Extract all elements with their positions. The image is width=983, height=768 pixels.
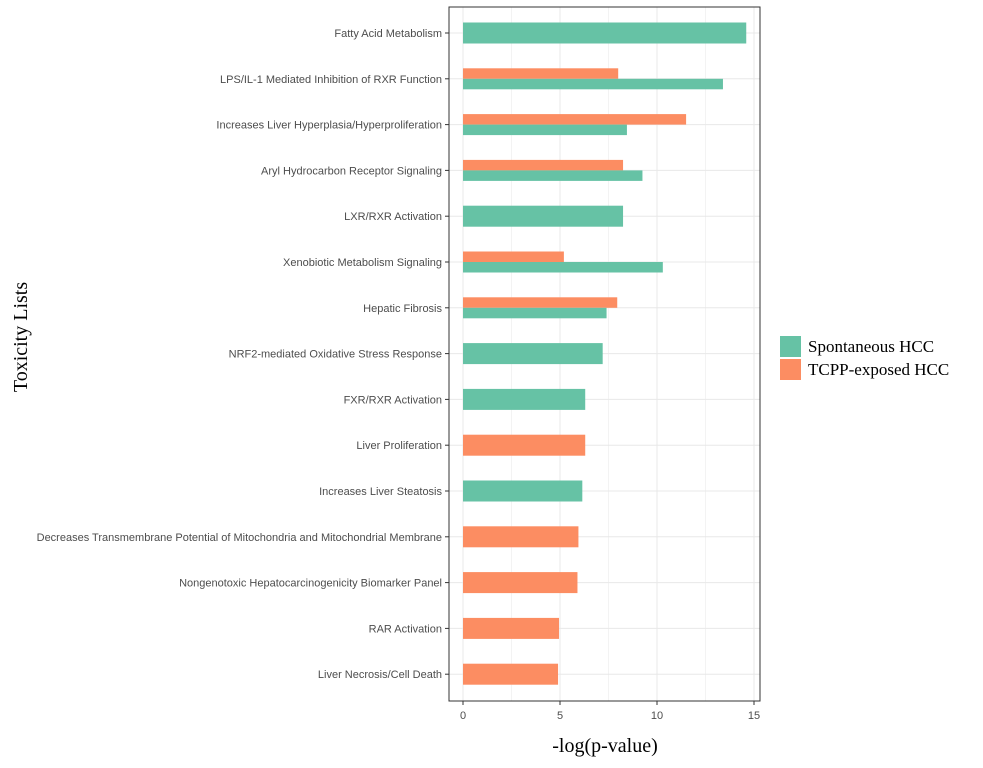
bar-tcpp-hcc xyxy=(463,114,687,125)
bar-spontaneous-hcc xyxy=(463,262,663,273)
bar-spontaneous-hcc xyxy=(463,343,603,365)
bar-spontaneous-hcc xyxy=(463,205,624,227)
bar-tcpp-hcc xyxy=(463,297,618,308)
x-tick-label: 5 xyxy=(557,710,563,722)
bar-spontaneous-hcc xyxy=(463,388,586,410)
bar-tcpp-hcc xyxy=(463,251,564,262)
category-label: LXR/RXR Activation xyxy=(344,211,442,223)
x-axis-title: -log(p-value) xyxy=(552,735,658,757)
x-tick-label: 10 xyxy=(651,710,663,722)
category-label: Decreases Transmembrane Potential of Mit… xyxy=(37,532,442,544)
legend-swatch-spontaneous-hcc xyxy=(780,336,801,357)
x-axis-ticks: 0 5 10 15 xyxy=(460,701,760,722)
bar-tcpp-hcc xyxy=(463,572,578,594)
bar-tcpp-hcc xyxy=(463,617,560,639)
x-tick-label: 0 xyxy=(460,710,466,722)
bar-tcpp-hcc xyxy=(463,68,619,79)
category-label: Nongenotoxic Hepatocarcinogenicity Bioma… xyxy=(179,578,442,590)
category-label: Hepatic Fibrosis xyxy=(363,303,442,315)
bar-tcpp-hcc xyxy=(463,159,624,171)
y-axis-labels: Fatty Acid Metabolism LPS/IL-1 Mediated I… xyxy=(37,28,449,681)
bar-spontaneous-hcc xyxy=(463,22,747,44)
legend-swatch-tcpp-hcc xyxy=(780,359,801,380)
category-label: Increases Liver Steatosis xyxy=(319,486,442,498)
category-label: Xenobiotic Metabolism Signaling xyxy=(283,257,442,269)
bar-tcpp-hcc xyxy=(463,434,586,456)
bar-spontaneous-hcc xyxy=(463,124,627,136)
legend: Spontaneous HCC TCPP-exposed HCC xyxy=(780,336,949,380)
bar-spontaneous-hcc xyxy=(463,480,583,502)
category-label: Aryl Hydrocarbon Receptor Signaling xyxy=(261,165,442,177)
x-tick-label: 15 xyxy=(748,710,760,722)
category-label: RAR Activation xyxy=(369,623,442,635)
y-axis-title: Toxicity Lists xyxy=(10,282,32,392)
bar-tcpp-hcc xyxy=(463,663,559,685)
category-label: LPS/IL-1 Mediated Inhibition of RXR Func… xyxy=(220,74,442,86)
bar-spontaneous-hcc xyxy=(463,170,643,181)
legend-label-spontaneous-hcc: Spontaneous HCC xyxy=(808,337,934,356)
bar-tcpp-hcc xyxy=(463,526,579,548)
category-label: NRF2-mediated Oxidative Stress Response xyxy=(229,349,442,361)
category-label: Fatty Acid Metabolism xyxy=(334,28,442,40)
bar-spontaneous-hcc xyxy=(463,307,607,319)
category-label: Increases Liver Hyperplasia/Hyperprolife… xyxy=(216,120,442,132)
category-label: Liver Proliferation xyxy=(356,440,442,452)
category-label: FXR/RXR Activation xyxy=(344,394,442,406)
category-label: Liver Necrosis/Cell Death xyxy=(318,669,442,681)
legend-label-tcpp-hcc: TCPP-exposed HCC xyxy=(808,360,949,379)
bar-spontaneous-hcc xyxy=(463,78,723,90)
bars xyxy=(463,22,747,685)
